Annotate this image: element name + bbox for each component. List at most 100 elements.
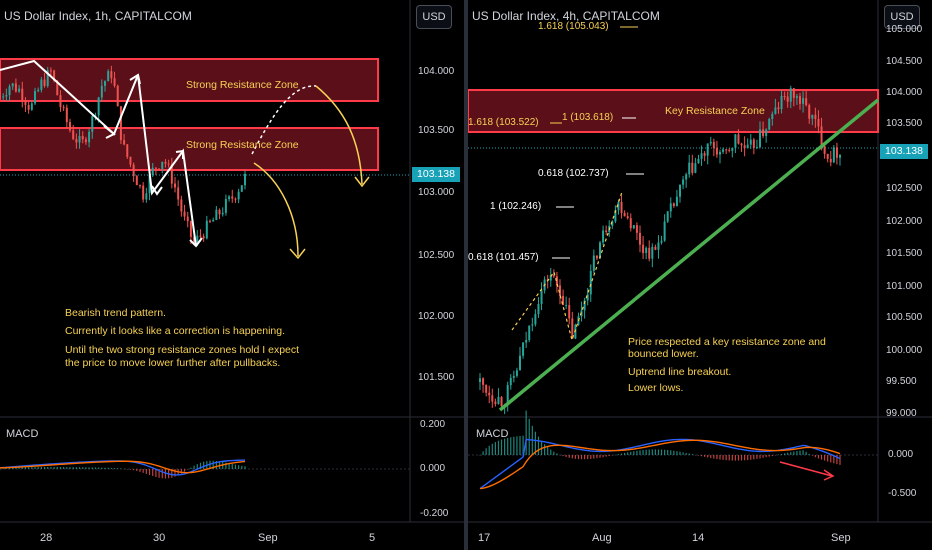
macd-histogram-bar (212, 460, 214, 469)
macd-histogram-bar (158, 469, 160, 478)
right-annotation-2: bounced lower. (628, 348, 699, 360)
macd-signal-line (479, 439, 841, 490)
candle (666, 210, 669, 223)
macd-histogram-bar (593, 455, 595, 459)
candle (104, 80, 106, 92)
candle (731, 147, 734, 158)
candle (49, 67, 52, 77)
left-currency-button[interactable]: USD (416, 5, 452, 29)
candle (642, 236, 645, 260)
macd-histogram-bar (820, 455, 823, 460)
macd-histogram-bar (203, 461, 205, 469)
macd-axis-tick: -0.200 (420, 508, 449, 519)
macd-histogram-bar (120, 468, 122, 469)
macd-histogram-bar (488, 445, 490, 455)
macd-histogram-bar (787, 452, 789, 455)
candle (72, 124, 75, 141)
macd-histogram-bar (660, 449, 663, 455)
right-annotation-1: Price respected a key resistance zone an… (628, 336, 826, 348)
fib-label-2: 1.618 (103.522) (468, 117, 539, 128)
candle (783, 91, 786, 101)
candle (161, 161, 164, 174)
candle (746, 138, 749, 149)
candle (685, 172, 688, 188)
macd-histogram-bar (497, 440, 500, 455)
candle (651, 243, 654, 268)
candle (528, 325, 531, 343)
macd-histogram-bar (225, 462, 227, 469)
candle (205, 215, 208, 240)
left-pattern-arrow-2 (129, 73, 141, 85)
candle (59, 90, 62, 112)
macd-histogram-bar (805, 451, 807, 455)
macd-histogram-bar (145, 469, 147, 474)
macd-histogram-bar (796, 451, 798, 455)
macd-histogram-bar (577, 455, 580, 460)
candle (786, 91, 789, 108)
candle (725, 148, 728, 155)
macd-axis-tick: 0.200 (420, 419, 446, 430)
fib-label-1: 1.618 (105.043) (538, 21, 609, 32)
macd-histogram-bar (777, 454, 780, 456)
candle (509, 374, 512, 390)
macd-histogram-bar (519, 435, 521, 455)
candle (629, 213, 632, 232)
macd-histogram-bar (238, 465, 240, 469)
left-chart-panel[interactable]: US Dollar Index, 1h, CAPITALCOM USD Stro… (0, 0, 464, 550)
candle (135, 174, 138, 186)
macd-histogram-bar (617, 454, 620, 455)
candle (829, 150, 832, 167)
candle (568, 297, 571, 325)
candle (595, 255, 598, 261)
candle (743, 136, 746, 157)
candle (808, 103, 811, 124)
candle (107, 69, 110, 82)
macd-histogram-bar (21, 467, 23, 469)
candle (113, 71, 116, 88)
price-axis-tick: 102.500 (886, 183, 923, 194)
macd-histogram-bar (590, 455, 592, 459)
candle (635, 222, 638, 241)
candle (537, 297, 540, 318)
macd-histogram-bar (774, 455, 776, 456)
macd-histogram-bar (559, 454, 561, 456)
right-chart-title: US Dollar Index, 4h, CAPITALCOM (472, 9, 660, 23)
candle (614, 205, 617, 224)
left-zone-label-lower: Strong Resistance Zone (186, 139, 299, 151)
candle (623, 210, 626, 217)
candle (605, 225, 608, 235)
candle (126, 144, 129, 160)
right-chart-panel[interactable]: US Dollar Index, 4h, CAPITALCOM USD Key … (468, 0, 932, 550)
macd-histogram-bar (37, 467, 39, 469)
candle (37, 87, 40, 93)
macd-histogram-bar (765, 455, 767, 458)
macd-histogram-bar (639, 450, 641, 455)
macd-histogram-bar (187, 469, 189, 470)
candle (91, 114, 94, 139)
macd-histogram-bar (602, 455, 604, 458)
candle (81, 131, 84, 144)
macd-histogram-bar (707, 455, 709, 458)
macd-histogram-bar (654, 449, 656, 455)
candle (592, 249, 595, 274)
candle (145, 187, 148, 203)
price-axis-tick: 102.000 (886, 216, 923, 227)
left-yellow-arrow-2 (253, 162, 299, 257)
panel-divider[interactable] (464, 0, 468, 550)
macd-histogram-bar (507, 437, 509, 455)
macd-histogram-bar (762, 455, 764, 458)
candle (8, 84, 11, 101)
macd-histogram-bar (784, 453, 786, 455)
candle (728, 148, 731, 153)
macd-histogram-bar (510, 437, 512, 455)
macd-histogram-bar (670, 450, 672, 455)
right-currency-button[interactable]: USD (884, 5, 920, 29)
candle (589, 264, 592, 302)
macd-histogram-bar (2, 468, 4, 470)
candle (777, 101, 780, 114)
right-uptrend-line (498, 98, 880, 412)
candle (525, 331, 528, 348)
candle (110, 65, 113, 84)
macd-histogram-bar (479, 455, 481, 456)
right-price-tag: 103.138 (880, 144, 928, 159)
